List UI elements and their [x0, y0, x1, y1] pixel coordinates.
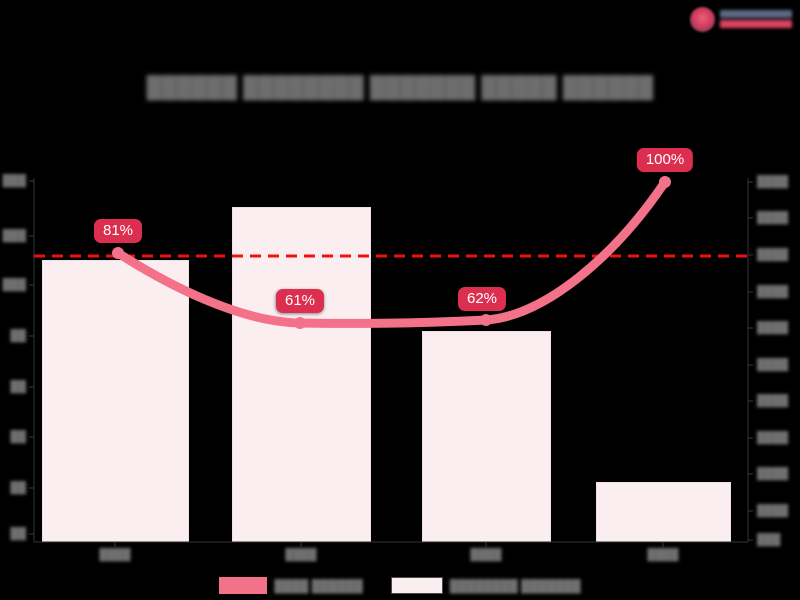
left-axis-tick-label: ███ [2, 230, 26, 242]
brand-logo-icon [690, 6, 715, 32]
left-axis-tick-label: ██ [10, 330, 26, 342]
right-axis-tick-label: ████ [757, 176, 789, 188]
legend-swatch-line-icon [219, 577, 268, 594]
right-axis-tick-label: ████ [757, 432, 789, 444]
data-label: 62% [457, 287, 507, 311]
data-point-marker[interactable] [294, 317, 306, 329]
chart-title: ██████ ████████ ███████ █████ ██████ [146, 76, 654, 99]
legend-item-bar-series[interactable]: ████████ ███████ [390, 577, 581, 594]
trend-line-series[interactable] [113, 177, 670, 328]
right-axis-tick-label: ████ [757, 286, 789, 298]
bar-series-item[interactable] [422, 331, 551, 542]
bar-series-item[interactable] [42, 260, 189, 542]
left-axis-tick-label: ██ [10, 431, 26, 443]
x-axis-category-label: ████ [99, 549, 131, 561]
brand-wordmark [720, 8, 792, 30]
right-axis-tick-label: ████ [757, 505, 789, 517]
left-axis-tick-label: ███ [2, 279, 26, 291]
right-axis-tick-label: ████ [757, 322, 789, 334]
brand-wordmark-line-top [720, 10, 792, 18]
bar-series-item[interactable] [596, 482, 731, 542]
data-point-marker[interactable] [112, 247, 124, 259]
right-axis-ticks [748, 181, 753, 541]
data-label: 61% [275, 289, 325, 313]
left-axis-ticks [29, 180, 34, 535]
brand-logo [690, 4, 792, 34]
right-axis-tick-label: ████ [757, 359, 789, 371]
data-label: 81% [93, 219, 143, 243]
legend-swatch-bar-icon [390, 577, 443, 594]
left-axis-tick-label: ██ [10, 528, 26, 540]
chart-legend: ████ ██████ ████████ ███████ [0, 577, 800, 594]
data-point-marker[interactable] [480, 314, 492, 326]
x-axis-category-label: ████ [470, 549, 502, 561]
right-axis-tick-label: ████ [757, 249, 789, 261]
x-axis-category-label: ████ [285, 549, 317, 561]
legend-label: ████ ██████ [274, 578, 363, 593]
left-axis-tick-label: ██ [10, 381, 26, 393]
right-axis-tick-label: ████ [757, 212, 789, 224]
x-axis-category-label: ████ [647, 549, 679, 561]
right-axis-tick-label: ████ [757, 395, 789, 407]
legend-item-line-series[interactable]: ████ ██████ [219, 577, 363, 594]
data-point-marker[interactable] [659, 176, 671, 188]
right-axis-tick-label: ███ [757, 534, 781, 546]
bar-series-item[interactable] [232, 207, 371, 542]
left-axis-tick-label: ██ [10, 482, 26, 494]
legend-label: ████████ ███████ [449, 578, 581, 593]
right-axis-tick-label: ████ [757, 468, 789, 480]
data-label: 100% [636, 148, 694, 172]
brand-wordmark-line-bottom [720, 20, 792, 28]
x-axis-ticks [114, 542, 664, 547]
left-axis-tick-label: ███ [2, 175, 26, 187]
